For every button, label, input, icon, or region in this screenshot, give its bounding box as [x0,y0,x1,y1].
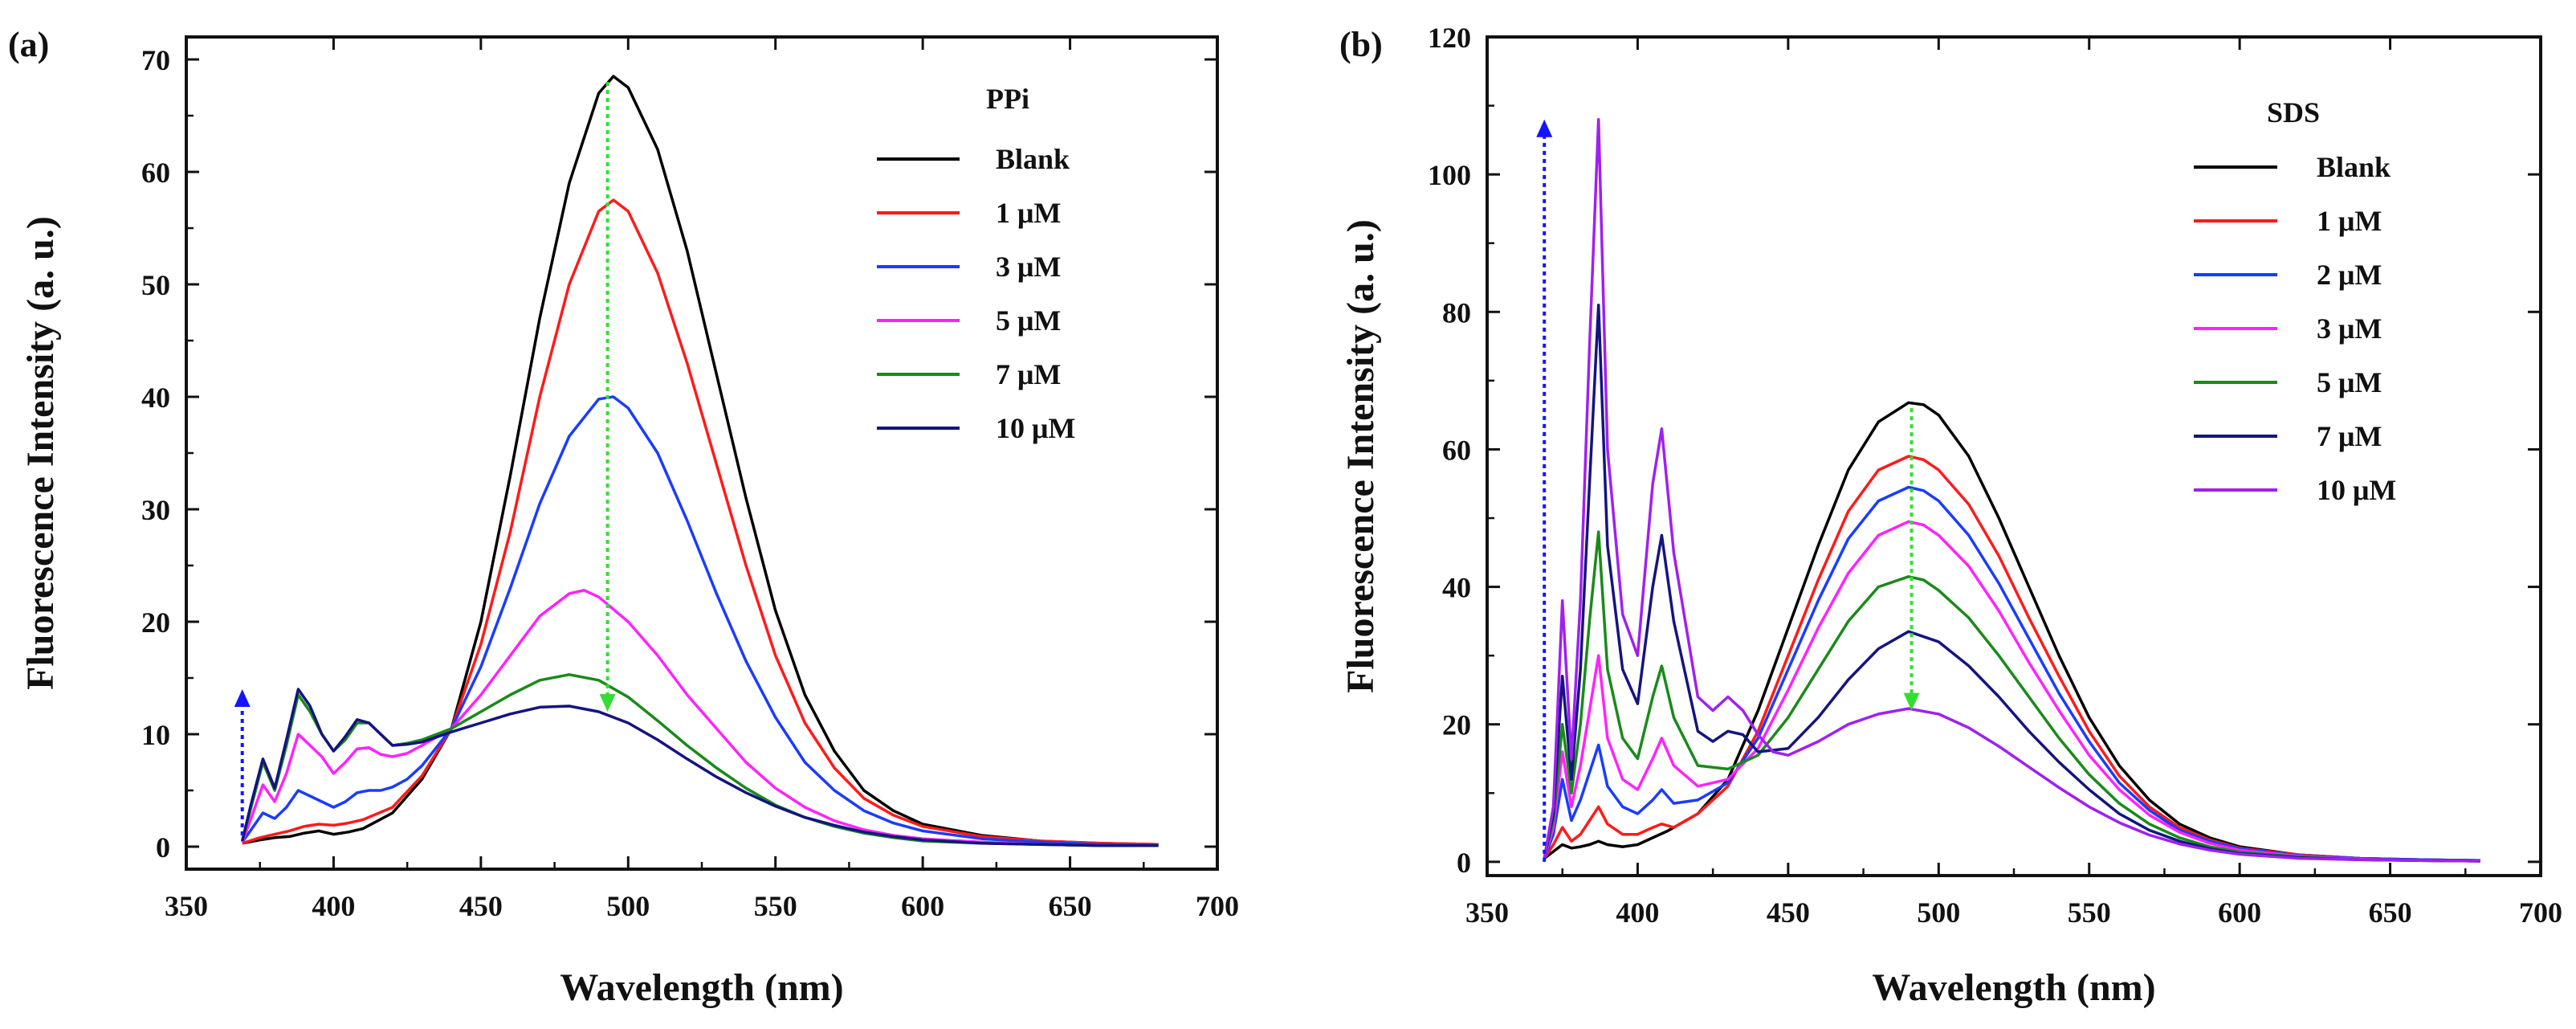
legend-label-0: Blank [2317,151,2391,183]
series-group [1543,117,2481,863]
legend-label-5: 10 μM [996,412,1075,444]
legend-label-6: 10 μM [2317,474,2396,506]
legend-label-2: 2 μM [2317,259,2382,291]
legend-label-0: Blank [996,143,1070,175]
y-tick-label: 20 [141,606,170,639]
y-tick-label: 50 [141,269,170,301]
y-tick-label: 10 [141,719,170,751]
y-tick-label: 30 [141,494,170,526]
legend-label-2: 3 μM [996,251,1061,283]
y-axis-title: Fluorescence Intensity (a. u.) [19,216,62,690]
series-line-3 [241,589,1159,847]
x-tick-label: 400 [312,890,355,922]
y-tick-label: 0 [1457,847,1471,879]
legend-label-1: 1 μM [2317,205,2382,237]
x-tick-label: 600 [2218,896,2261,929]
legend-label-3: 5 μM [996,304,1061,337]
y-axis-title: Fluorescence Intensity (a. u.) [1339,219,1382,693]
y-tick-label: 80 [1442,296,1471,329]
legend-title: PPi [986,83,1029,115]
x-tick-label: 350 [1465,896,1509,929]
arrow-head-1 [599,694,616,712]
panel-label: (a) [8,25,49,64]
series-line-2 [241,395,1159,847]
x-tick-label: 550 [2068,896,2111,929]
series-line-6 [1543,117,2481,863]
legend-label-4: 5 μM [2317,366,2382,398]
y-tick-label: 100 [1428,159,1471,191]
x-axis-title: Wavelength (nm) [560,966,843,1009]
x-axis-title: Wavelength (nm) [1872,966,2155,1009]
arrow-head-0 [1536,119,1553,137]
x-tick-label: 400 [1616,896,1659,929]
x-tick-label: 550 [754,890,797,922]
series-line-5 [240,688,1159,847]
y-tick-label: 40 [141,382,170,414]
x-tick-label: 700 [2519,896,2562,929]
x-tick-label: 350 [165,890,208,922]
x-tick-label: 450 [1767,896,1810,929]
series-line-4 [1543,530,2481,863]
series-line-3 [1543,520,2481,863]
x-tick-label: 450 [459,890,503,922]
series-line-1 [1543,455,2481,862]
series-line-1 [242,198,1159,846]
series-line-0 [242,75,1159,846]
legend-label-1: 1 μM [996,197,1061,229]
legend-label-5: 7 μM [2317,420,2382,452]
series-line-5 [1543,303,2481,863]
x-tick-label: 700 [1196,890,1239,922]
panel-a: 350 400 450 500 550 600 650 700 0 10 20 30 40 50 60 70 W… [8,25,1239,1009]
panel-b: 350 400 450 500 550 600 650 700 0 20 40 60 80 100 120 W… [1339,22,2562,1009]
arrow-head-1 [1903,692,1920,711]
series-line-2 [1543,485,2481,862]
panel-label: (b) [1339,25,1383,64]
x-tick-label: 600 [901,890,944,922]
x-tick-label: 650 [2369,896,2412,929]
x-tick-label: 500 [1917,896,1960,929]
series-group [240,75,1159,847]
y-tick-label: 40 [1442,572,1471,604]
y-tick-label: 60 [141,157,170,189]
y-tick-label: 60 [1442,434,1471,466]
x-tick-label: 650 [1049,890,1092,922]
legend-title: SDS [2267,96,2320,129]
y-tick-label: 0 [156,831,170,864]
series-line-0 [1543,401,2481,862]
x-tick-label: 500 [606,890,650,922]
y-tick-label: 70 [141,44,170,76]
y-tick-label: 120 [1428,22,1471,54]
y-tick-label: 20 [1442,709,1471,741]
legend-label-4: 7 μM [996,358,1061,390]
arrow-head-0 [234,689,251,707]
legend-label-3: 3 μM [2317,312,2382,345]
